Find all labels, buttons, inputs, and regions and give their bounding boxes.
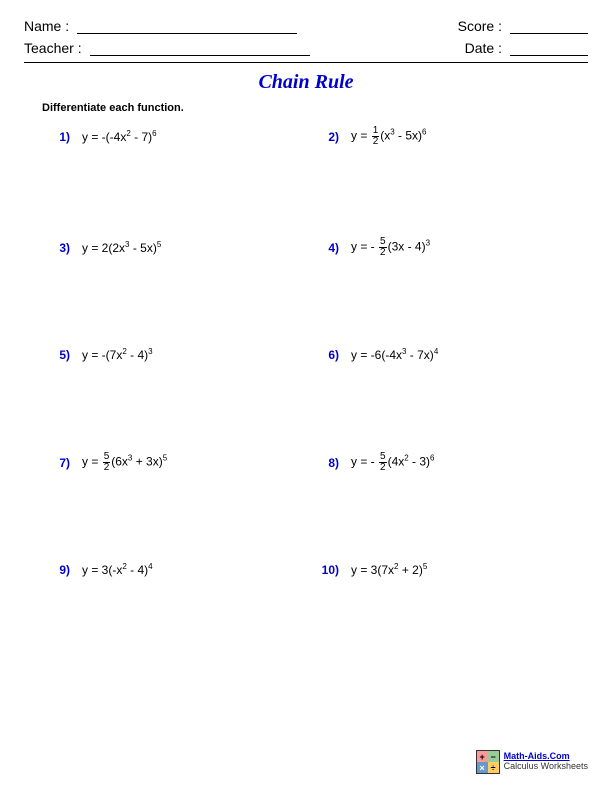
exponent: 5	[423, 562, 427, 571]
problem-number: 5)	[42, 348, 70, 362]
score-input-line[interactable]	[510, 33, 588, 34]
exponent: 3	[125, 240, 129, 249]
exponent: 3	[128, 454, 132, 463]
instructions-text: Differentiate each function.	[42, 102, 588, 114]
exponent: 2	[122, 562, 126, 571]
score-field: Score :	[458, 18, 588, 34]
problem-expression: y = -(-4x2 - 7)6	[82, 130, 157, 144]
math-aids-icon: + − × ÷	[476, 750, 500, 774]
name-input-line[interactable]	[77, 33, 297, 34]
problem-expression: y = -(7x2 - 4)3	[82, 348, 153, 362]
problem-item: 7) y = 52(6x3 + 3x)5	[42, 452, 301, 473]
exponent: 5	[163, 454, 167, 463]
problem-item: 10) y = 3(7x2 + 2)5	[311, 563, 570, 577]
score-label: Score :	[458, 18, 502, 34]
problems-grid: 1) y = -(-4x2 - 7)6 2) y = 12(x3 - 5x)6 3) y …	[24, 126, 588, 577]
teacher-label: Teacher :	[24, 40, 82, 56]
header-divider	[24, 62, 588, 63]
problem-expression: y = -6(-4x3 - 7x)4	[351, 348, 438, 362]
problem-expression: y = 52(6x3 + 3x)5	[82, 452, 167, 473]
problem-item: 3) y = 2(2x3 - 5x)5	[42, 237, 301, 258]
exponent: 2	[126, 129, 130, 138]
problem-expression: y = 3(-x2 - 4)4	[82, 563, 153, 577]
problem-expression: y = 2(2x3 - 5x)5	[82, 241, 161, 255]
problem-number: 3)	[42, 241, 70, 255]
fraction: 52	[379, 237, 387, 258]
exponent: 5	[157, 240, 161, 249]
problem-expression: y = - 52(4x2 - 3)6	[351, 452, 435, 473]
fraction: 52	[379, 452, 387, 473]
fraction: 12	[372, 126, 380, 147]
exponent: 3	[426, 239, 430, 248]
problem-number: 2)	[311, 130, 339, 144]
problem-expression: y = 3(7x2 + 2)5	[351, 563, 427, 577]
fraction: 52	[103, 452, 111, 473]
worksheet-title: Chain Rule	[24, 71, 588, 94]
date-field: Date :	[465, 40, 588, 56]
problem-number: 4)	[311, 241, 339, 255]
exponent: 4	[148, 562, 152, 571]
problem-item: 9) y = 3(-x2 - 4)4	[42, 563, 301, 577]
problem-item: 8) y = - 52(4x2 - 3)6	[311, 452, 570, 473]
times-icon: ×	[477, 762, 488, 773]
problem-number: 10)	[311, 563, 339, 577]
name-field: Name :	[24, 18, 297, 34]
problem-number: 9)	[42, 563, 70, 577]
exponent: 6	[422, 128, 426, 137]
problem-expression: y = 12(x3 - 5x)6	[351, 126, 427, 147]
name-label: Name :	[24, 18, 69, 34]
problem-number: 7)	[42, 456, 70, 470]
minus-icon: −	[488, 751, 499, 762]
exponent: 2	[122, 347, 126, 356]
teacher-field: Teacher :	[24, 40, 310, 56]
problem-item: 6) y = -6(-4x3 - 7x)4	[311, 348, 570, 362]
date-input-line[interactable]	[510, 55, 588, 56]
date-label: Date :	[465, 40, 502, 56]
exponent: 2	[404, 454, 408, 463]
divide-icon: ÷	[488, 762, 499, 773]
exponent: 4	[434, 347, 438, 356]
teacher-input-line[interactable]	[90, 55, 310, 56]
problem-item: 5) y = -(7x2 - 4)3	[42, 348, 301, 362]
footer-subtitle: Calculus Worksheets	[504, 762, 588, 772]
footer: + − × ÷ Math-Aids.Com Calculus Worksheet…	[476, 750, 588, 774]
problem-number: 1)	[42, 130, 70, 144]
problem-expression: y = - 52(3x - 4)3	[351, 237, 430, 258]
plus-icon: +	[477, 751, 488, 762]
exponent: 6	[152, 129, 156, 138]
problem-item: 2) y = 12(x3 - 5x)6	[311, 126, 570, 147]
exponent: 3	[148, 347, 152, 356]
problem-item: 1) y = -(-4x2 - 7)6	[42, 126, 301, 147]
exponent: 6	[430, 454, 434, 463]
worksheet-header: Name : Score : Teacher : Date :	[24, 18, 588, 63]
exponent: 3	[390, 128, 394, 137]
problem-number: 6)	[311, 348, 339, 362]
problem-number: 8)	[311, 456, 339, 470]
exponent: 2	[394, 562, 398, 571]
footer-text: Math-Aids.Com Calculus Worksheets	[504, 752, 588, 772]
problem-item: 4) y = - 52(3x - 4)3	[311, 237, 570, 258]
exponent: 3	[402, 347, 406, 356]
